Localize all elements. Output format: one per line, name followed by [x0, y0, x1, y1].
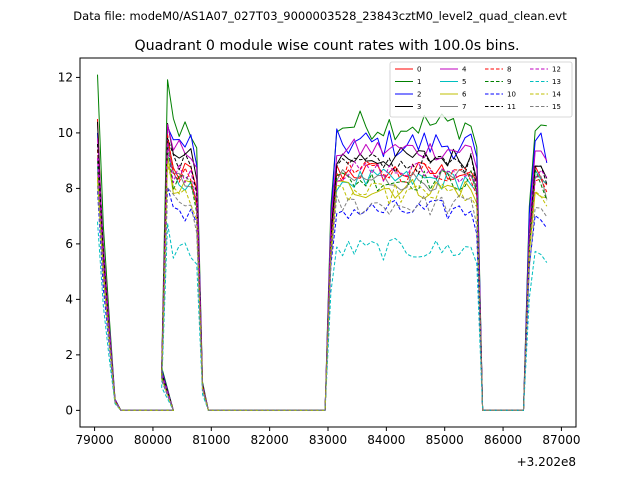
y-tick-label: 0: [65, 404, 73, 418]
x-tick-label: 83000: [309, 433, 347, 447]
y-tick-label: 4: [65, 293, 73, 307]
x-tick-label: 84000: [367, 433, 405, 447]
legend-label-12: 12: [552, 66, 561, 74]
y-tick-label: 12: [58, 71, 73, 85]
x-tick-label: 81000: [192, 433, 230, 447]
legend-label-11: 11: [507, 103, 516, 111]
series-line-15: [97, 185, 548, 411]
figure-suptitle: Data file: modeM0/AS1A07_027T03_90000035…: [73, 9, 567, 23]
x-axis: 79000 80000 81000 82000 83000 84000 85000 86000…: [75, 427, 581, 447]
series-line-14: [97, 163, 548, 411]
y-tick-label: 8: [65, 182, 73, 196]
legend-label-0: 0: [417, 66, 421, 74]
legend-label-6: 6: [462, 91, 467, 99]
legend-label-2: 2: [417, 91, 421, 99]
y-axis: 0 2 4 6 8 10 12: [58, 71, 80, 418]
legend-label-9: 9: [507, 78, 511, 86]
legend-label-8: 8: [507, 66, 511, 74]
legend-label-7: 7: [462, 103, 466, 111]
series-layer: [97, 74, 548, 411]
legend-box: [389, 61, 573, 118]
series-line-11: [97, 137, 548, 411]
chart-title: Quadrant 0 module wise count rates with …: [134, 38, 519, 54]
legend-label-1: 1: [417, 78, 421, 86]
legend-label-5: 5: [462, 78, 466, 86]
x-tick-label: 86000: [484, 433, 522, 447]
x-offset-label: +3.202e8: [517, 455, 576, 469]
y-tick-label: 6: [65, 237, 73, 251]
y-tick-label: 10: [58, 126, 73, 140]
legend-label-13: 13: [552, 78, 561, 86]
x-tick-label: 80000: [134, 433, 172, 447]
x-tick-label: 85000: [426, 433, 464, 447]
x-tick-label: 79000: [75, 433, 113, 447]
plot-area: 79000 80000 81000 82000 83000 84000 85000 86000…: [58, 57, 581, 469]
legend-label-10: 10: [507, 91, 516, 99]
legend-label-3: 3: [417, 103, 421, 111]
legend-label-4: 4: [462, 66, 467, 74]
x-tick-label: 87000: [542, 433, 580, 447]
x-tick-label: 82000: [251, 433, 289, 447]
y-tick-label: 2: [65, 348, 73, 362]
legend-label-14: 14: [552, 91, 561, 99]
legend-label-15: 15: [552, 103, 561, 111]
